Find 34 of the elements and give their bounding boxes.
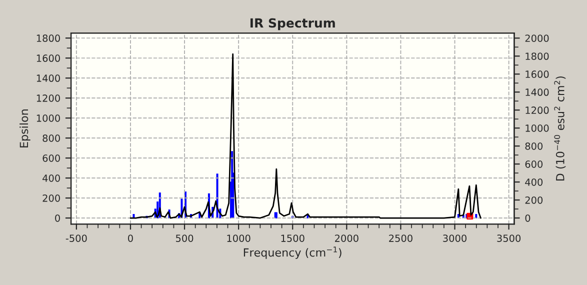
x-tick-label: 2500 bbox=[389, 234, 412, 242]
x-tick-label: 1500 bbox=[281, 234, 304, 242]
x-tick-label: 0 bbox=[128, 234, 133, 242]
y-tick-label: 400 bbox=[42, 174, 60, 182]
y-tick-label: 200 bbox=[42, 194, 60, 202]
y-axis-title: Epsilon bbox=[20, 110, 30, 148]
y2-tick-label: 0 bbox=[525, 214, 530, 222]
y-tick-label: 1200 bbox=[36, 94, 60, 102]
x-tick-label: -500 bbox=[66, 234, 87, 242]
x-axis-title: Frequency (cm$^{−1}$) bbox=[244, 246, 342, 259]
x-tick-label: 2000 bbox=[335, 234, 358, 242]
y2-tick-label: 600 bbox=[525, 160, 543, 168]
x-tick-label: 3000 bbox=[443, 234, 466, 242]
x-tick-label: 3500 bbox=[497, 234, 521, 242]
y2-tick-label: 1800 bbox=[526, 52, 549, 60]
y2-tick-label: 800 bbox=[525, 142, 543, 150]
y-tick-label: 1600 bbox=[36, 54, 60, 62]
y2-tick-label: 1000 bbox=[526, 124, 549, 132]
y2-axis-title: D (10$^{−40}$ esu$^{2}$ cm$^{2}$) bbox=[554, 76, 566, 180]
y-tick-label: 1800 bbox=[36, 34, 60, 42]
y-tick-label: 0 bbox=[55, 214, 60, 222]
y-tick-label: 1000 bbox=[36, 114, 60, 122]
y-tick-label: 600 bbox=[42, 154, 60, 162]
x-tick-label: 1000 bbox=[227, 234, 250, 242]
chart-title: IR Spectrum bbox=[250, 18, 335, 30]
x-tick-label: 500 bbox=[176, 234, 194, 242]
y-tick-label: 1400 bbox=[36, 74, 60, 82]
y2-tick-label: 1600 bbox=[526, 70, 549, 78]
y2-tick-label: 1400 bbox=[526, 88, 549, 96]
y2-tick-label: 200 bbox=[525, 196, 543, 204]
y-tick-label: 800 bbox=[42, 134, 60, 142]
y2-tick-label: 400 bbox=[525, 178, 543, 186]
y2-tick-label: 2000 bbox=[525, 34, 549, 42]
y2-tick-label: 1200 bbox=[526, 106, 549, 114]
